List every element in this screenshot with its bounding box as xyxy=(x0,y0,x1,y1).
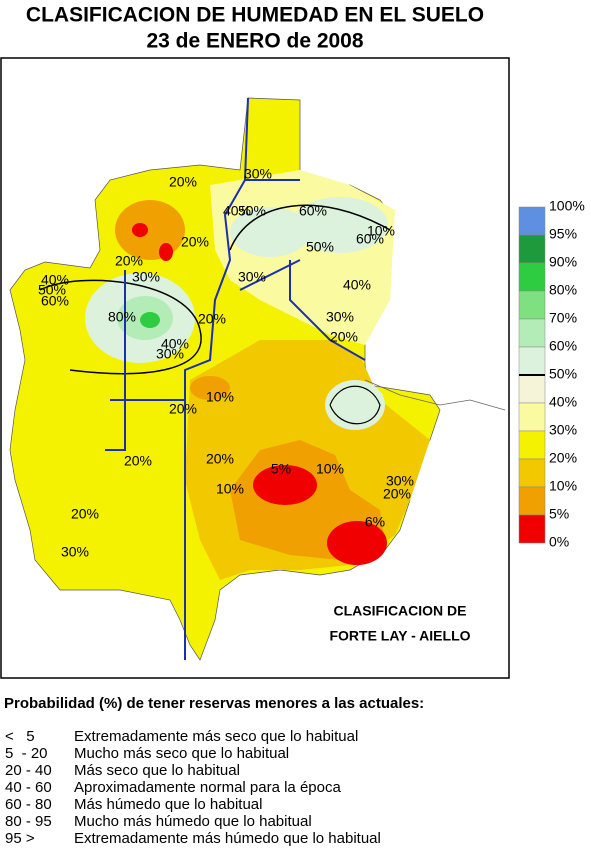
contour-line xyxy=(329,385,381,425)
contour-label: 40% xyxy=(161,336,189,352)
contour-label: 30% xyxy=(326,309,354,325)
range-description: Aproximadamente normal para la época xyxy=(74,779,341,796)
contour-label: 20% xyxy=(206,451,234,467)
legend-swatch xyxy=(518,430,546,460)
range: 20 - 40 xyxy=(5,762,52,779)
contour-label: 50% xyxy=(38,282,66,298)
contour-label: 20% xyxy=(169,401,197,417)
contour-label: 20% xyxy=(71,506,99,522)
legend-swatch xyxy=(518,262,546,292)
contour-label: 20% xyxy=(181,234,209,250)
contour-label: 10% xyxy=(316,461,344,477)
legend-swatch xyxy=(518,234,546,264)
contour-label: 5% xyxy=(271,461,291,477)
range-description: Más seco que lo habitual xyxy=(74,762,240,779)
region-green xyxy=(325,380,385,430)
range-description: Extremadamente más seco que lo habitual xyxy=(74,728,358,745)
legend-label: 10% xyxy=(549,478,577,494)
legend-label: 90% xyxy=(549,254,577,270)
range: 80 - 95 xyxy=(5,813,52,830)
range: < 5 xyxy=(5,728,35,745)
range: 5 - 20 xyxy=(5,745,48,762)
contour-label: 30% xyxy=(156,346,184,362)
title: CLASIFICACION DE HUMEDAD EN EL SUELO xyxy=(26,4,484,27)
region-green xyxy=(292,197,388,253)
region-orange xyxy=(115,200,185,260)
legend-swatch xyxy=(518,346,546,376)
range-description: Mucho más húmedo que lo habitual xyxy=(74,813,312,830)
contour-label: 10% xyxy=(216,481,244,497)
range-description: Más húmedo que lo habitual xyxy=(74,796,262,813)
contour-label: 40% xyxy=(41,272,69,288)
legend-label: 20% xyxy=(549,450,577,466)
legend-label: 100% xyxy=(549,198,585,214)
legend-swatch xyxy=(518,374,546,404)
contour-line xyxy=(39,279,202,375)
contour-line xyxy=(229,204,391,251)
region-red xyxy=(327,521,387,565)
region-red xyxy=(159,243,173,261)
description-heading: Probabilidad (%) de tener reservas menor… xyxy=(4,695,424,712)
region-red xyxy=(253,465,317,505)
contour-label: 40% xyxy=(343,277,371,293)
contour-labels: 20% 30%40%50% 60%10%60%50%20%20%30% 30% 40%4… xyxy=(38,166,414,560)
credit: FORTE LAY - AIELLO xyxy=(329,628,470,644)
range: 60 - 80 xyxy=(5,796,52,813)
legend-label: 30% xyxy=(549,422,577,438)
contour-label: 30% xyxy=(61,544,89,560)
legend-swatch xyxy=(518,318,546,348)
legend-swatch xyxy=(518,486,546,516)
range-description: Mucho más seco que lo habitual xyxy=(74,745,289,762)
legend-label: 40% xyxy=(549,394,577,410)
contour-label: 20% xyxy=(330,329,358,345)
subtitle: 23 de ENERO de 2008 xyxy=(146,30,363,53)
contour-label: 20% xyxy=(124,453,152,469)
contour-label: 20% xyxy=(383,486,411,502)
legend-swatch xyxy=(518,290,546,320)
range: 40 - 60 xyxy=(5,779,52,796)
contour-label: 50% xyxy=(306,239,334,255)
contour-label: 40% xyxy=(223,203,251,219)
contour-label: 80% xyxy=(108,309,136,325)
contour-label: 20% xyxy=(198,311,226,327)
legend: 100% 95% 90% 80% 70% 60% 50% 40% 30% 20% 10% 5% 0% xyxy=(518,198,585,550)
province-border xyxy=(105,97,366,660)
contour-label: 30% xyxy=(386,473,414,489)
contour-label: 30% xyxy=(244,166,272,182)
contour-label: 60% xyxy=(299,203,327,219)
contour-label: 50% xyxy=(238,203,266,219)
region-orange xyxy=(190,376,230,400)
description-rows: < 5 Extremadamente más seco que lo habitu… xyxy=(5,728,381,847)
legend-label: 80% xyxy=(549,282,577,298)
legend-swatch xyxy=(518,514,546,544)
range: 95 > xyxy=(5,830,35,847)
credit: CLASIFICACION DE xyxy=(334,603,467,619)
map xyxy=(9,97,506,661)
region-red xyxy=(132,223,148,237)
legend-swatch xyxy=(518,458,546,488)
contour-label: 6% xyxy=(365,514,385,530)
legend-label: 0% xyxy=(549,534,569,550)
region-green xyxy=(230,207,310,257)
legend-label: 70% xyxy=(549,310,577,326)
legend-label: 50% xyxy=(549,366,577,382)
legend-label: 95% xyxy=(549,226,577,242)
range-description: Extremadamente más húmedo que lo habitua… xyxy=(74,830,381,847)
legend-label: 60% xyxy=(549,338,577,354)
river xyxy=(364,379,506,411)
region-green xyxy=(140,312,160,328)
contour-label: 10% xyxy=(367,223,395,239)
legend-swatch xyxy=(518,402,546,432)
contour-label: 10% xyxy=(206,389,234,405)
legend-swatch xyxy=(518,206,546,236)
contour-label: 60% xyxy=(41,293,69,309)
contour-label: 20% xyxy=(115,253,143,269)
contour-label: 20% xyxy=(169,174,197,190)
contour-label: 30% xyxy=(132,269,160,285)
contour-label: 30% xyxy=(238,269,266,285)
legend-label: 5% xyxy=(549,506,569,522)
contour-label: 60% xyxy=(356,231,384,247)
